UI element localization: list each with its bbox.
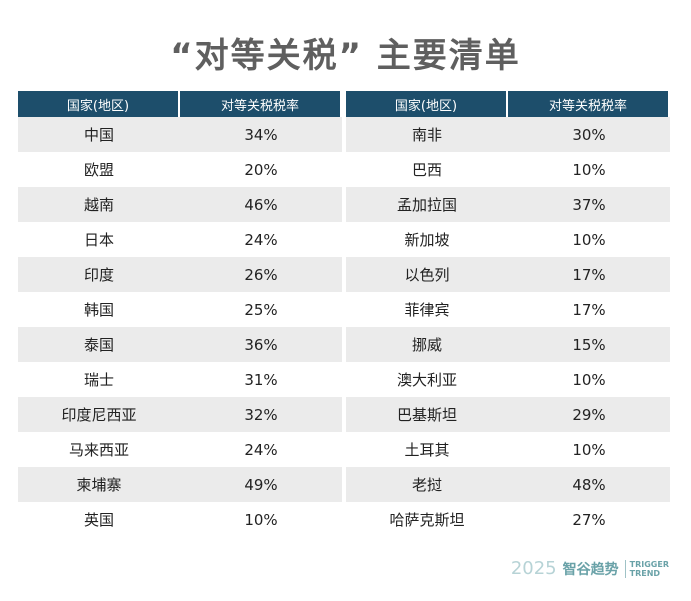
watermark-year: 2025: [510, 558, 557, 579]
rate-cell: 32%: [180, 397, 342, 432]
watermark-line: TREND: [629, 568, 661, 578]
rate-cell: 27%: [572, 510, 606, 529]
country-cell: 南非: [346, 117, 508, 152]
header-cell: 对等关税税率: [508, 91, 670, 117]
country-cell: 韩国: [83, 301, 114, 319]
watermark-line: TRIGGER: [629, 559, 669, 569]
table-row: 中国 34% 南非 30%: [18, 117, 670, 152]
rate-cell: 10%: [572, 370, 606, 389]
table-row: 越南 46% 孟加拉国 37%: [18, 187, 670, 222]
table-row: 泰国 36% 挪威 15%: [18, 327, 670, 362]
rate-cell: 24%: [244, 440, 278, 459]
country-cell: 日本: [83, 231, 114, 249]
country-cell: 英国: [83, 511, 114, 529]
title: “对等关税” 主要清单: [170, 36, 521, 76]
header-cell: 国家(地区): [346, 91, 508, 117]
rate-cell: 10%: [572, 440, 606, 459]
country-cell: 以色列: [346, 257, 508, 292]
rate-cell: 10%: [244, 510, 278, 529]
table-row: 瑞士 31% 澳大利亚 10%: [18, 362, 670, 397]
country-cell: 孟加拉国: [346, 187, 508, 222]
country-cell: 柬埔寨: [18, 467, 180, 502]
table-row: 印度 26% 以色列 17%: [18, 257, 670, 292]
country-cell: 欧盟: [83, 161, 114, 179]
rate-cell: 10%: [572, 230, 606, 249]
table-row: 欧盟 20% 巴西 10%: [18, 152, 670, 187]
country-cell: 土耳其: [404, 441, 450, 459]
country-cell: 挪威: [346, 327, 508, 362]
rate-cell: 46%: [180, 187, 342, 222]
country-cell: 新加坡: [404, 231, 450, 249]
rate-cell: 49%: [180, 467, 342, 502]
rate-cell: 15%: [508, 327, 670, 362]
country-cell: 菲律宾: [404, 301, 450, 319]
country-cell: 印度尼西亚: [18, 397, 180, 432]
rate-cell: 30%: [508, 117, 670, 152]
header-cell: 对等关税税率: [180, 91, 342, 117]
country-cell: 中国: [18, 117, 180, 152]
rate-cell: 10%: [572, 160, 606, 179]
country-cell: 印度: [18, 257, 180, 292]
table-row: 柬埔寨 49% 老挝 48%: [18, 467, 670, 502]
rate-cell: 31%: [244, 370, 278, 389]
rate-cell: 17%: [572, 300, 606, 319]
watermark-english: TRIGGER TREND: [624, 559, 669, 578]
rate-cell: 34%: [180, 117, 342, 152]
rate-cell: 48%: [508, 467, 670, 502]
table-row: 英国 10% 哈萨克斯坦 27%: [18, 502, 670, 537]
header-row: 国家(地区) 对等关税税率 国家(地区) 对等关税税率: [18, 91, 670, 117]
country-cell: 老挝: [346, 467, 508, 502]
rate-cell: 26%: [180, 257, 342, 292]
country-cell: 巴基斯坦: [346, 397, 508, 432]
rate-cell: 24%: [244, 230, 278, 249]
watermark-name: 智谷趋势: [562, 561, 619, 578]
country-cell: 越南: [18, 187, 180, 222]
rate-cell: 25%: [244, 300, 278, 319]
table-row: 日本 24% 新加坡 10%: [18, 222, 670, 257]
country-cell: 澳大利亚: [396, 371, 457, 389]
country-cell: 泰国: [18, 327, 180, 362]
rate-cell: 29%: [508, 397, 670, 432]
country-cell: 哈萨克斯坦: [389, 511, 465, 529]
rate-cell: 17%: [508, 257, 670, 292]
country-cell: 马来西亚: [68, 441, 129, 459]
rate-cell: 37%: [508, 187, 670, 222]
table-row: 印度尼西亚 32% 巴基斯坦 29%: [18, 397, 670, 432]
rate-cell: 20%: [244, 160, 278, 179]
watermark: 2025 智谷趋势 TRIGGER TREND: [511, 558, 669, 579]
table-row: 马来西亚 24% 土耳其 10%: [18, 432, 670, 467]
rate-cell: 36%: [180, 327, 342, 362]
country-cell: 瑞士: [83, 371, 114, 389]
table-row: 韩国 25% 菲律宾 17%: [18, 292, 670, 327]
tariff-table: 国家(地区) 对等关税税率 国家(地区) 对等关税税率 中国 34% 南非 30% 欧盟 20% 巴…: [18, 91, 670, 537]
header-cell: 国家(地区): [18, 91, 180, 117]
country-cell: 巴西: [411, 161, 442, 179]
